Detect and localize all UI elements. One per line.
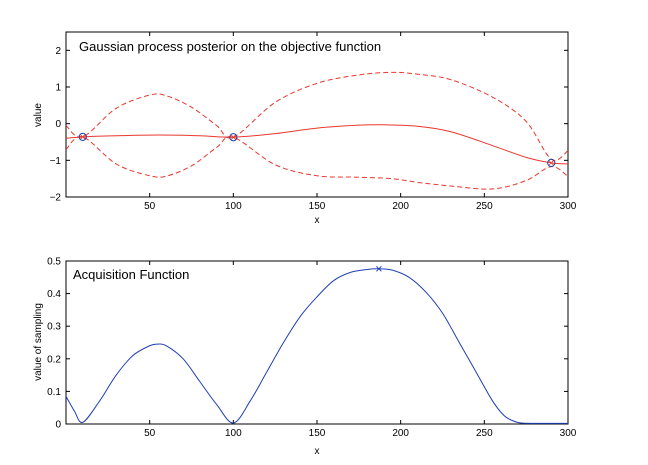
observation-circle [78, 132, 87, 141]
lower-line [66, 136, 568, 190]
x-tick: 200 [392, 261, 409, 439]
x-tick: 50 [144, 261, 156, 439]
x-tick-label: 200 [392, 428, 409, 439]
acquisition-maximum [376, 265, 382, 272]
posterior-plot-frame [65, 31, 569, 198]
posterior-panel: 50 100 150 200 250 300 −2 −1 0 1 2 Gaussian proce… [33, 31, 577, 226]
acquisition-title: Acquisition Function [73, 267, 189, 282]
posterior-x-axis-label: x [315, 215, 320, 226]
x-tick: 300 [560, 261, 577, 439]
x-tick-label: 100 [225, 428, 242, 439]
posterior-observations [78, 132, 556, 167]
y-tick: 1 [55, 83, 568, 94]
y-tick: 0.4 [47, 289, 568, 300]
observation-circle [229, 133, 238, 142]
x-tick-label: 300 [560, 201, 577, 212]
upper-line [66, 71, 568, 161]
y-tick-label: 0.2 [47, 354, 61, 365]
observation-point [547, 158, 556, 167]
observation-point [229, 133, 238, 142]
y-tick-label: −1 [50, 156, 62, 167]
y-tick-label: 0.4 [47, 289, 61, 300]
y-tick: 0.1 [47, 387, 568, 398]
x-tick-label: 150 [309, 428, 326, 439]
acquisition-plot-frame [65, 260, 569, 425]
mean-line [66, 124, 568, 165]
x-tick-label: 250 [476, 201, 493, 212]
y-tick: −1 [50, 156, 568, 167]
x-tick-label: 300 [560, 428, 577, 439]
acquisition-y-ticks: 0 0.1 0.2 0.3 0.4 0.5 [47, 257, 568, 431]
y-tick-label: 0.5 [47, 257, 61, 268]
posterior-x-ticks: 50 100 150 200 250 300 [144, 32, 577, 212]
observation-point [78, 132, 87, 141]
maximum-cross [376, 265, 382, 272]
x-tick: 100 [225, 261, 242, 439]
acquisition-line [66, 268, 568, 424]
y-tick: 0 [55, 420, 568, 431]
x-tick: 50 [144, 32, 156, 212]
x-tick-label: 250 [476, 428, 493, 439]
x-tick: 100 [225, 32, 242, 212]
y-tick: 0.5 [47, 257, 568, 268]
x-tick: 150 [309, 32, 326, 212]
y-tick-label: 0.3 [47, 322, 61, 333]
acquisition-y-axis-label: value of sampling [33, 303, 44, 381]
y-tick-label: 2 [55, 46, 61, 57]
observation-cross [80, 134, 86, 140]
y-tick-label: 0 [55, 420, 61, 431]
acquisition-x-ticks: 50 100 150 200 250 300 [144, 261, 577, 439]
y-tick: 2 [55, 46, 568, 57]
y-tick: 0 [55, 119, 568, 130]
acquisition-series [66, 268, 568, 424]
x-tick: 150 [309, 261, 326, 439]
y-tick-label: 0 [55, 119, 61, 130]
posterior-y-axis-label: value [33, 103, 44, 127]
y-tick: −2 [50, 193, 568, 204]
x-tick: 300 [560, 32, 577, 212]
x-tick: 250 [476, 261, 493, 439]
maximum-marker [376, 265, 382, 272]
y-tick: 0.3 [47, 322, 568, 333]
observation-cross [230, 134, 236, 140]
observation-cross [548, 160, 554, 166]
x-tick: 200 [392, 32, 409, 212]
x-tick-label: 50 [144, 428, 156, 439]
y-tick-label: −2 [50, 193, 62, 204]
observation-circle [547, 158, 556, 167]
x-tick-label: 50 [144, 201, 156, 212]
posterior-series [66, 71, 568, 190]
x-tick-label: 100 [225, 201, 242, 212]
posterior-title: Gaussian process posterior on the object… [79, 39, 381, 54]
posterior-y-ticks: −2 −1 0 1 2 [50, 46, 568, 204]
x-tick: 250 [476, 32, 493, 212]
y-tick-label: 0.1 [47, 387, 61, 398]
x-tick-label: 150 [309, 201, 326, 212]
x-tick-label: 200 [392, 201, 409, 212]
acquisition-panel: 50 100 150 200 250 300 0 0.1 0.2 0.3 0.4 0.5 Acqui… [33, 257, 577, 458]
y-tick-label: 1 [55, 83, 61, 94]
acquisition-x-axis-label: x [315, 446, 320, 457]
y-tick: 0.2 [47, 354, 568, 365]
